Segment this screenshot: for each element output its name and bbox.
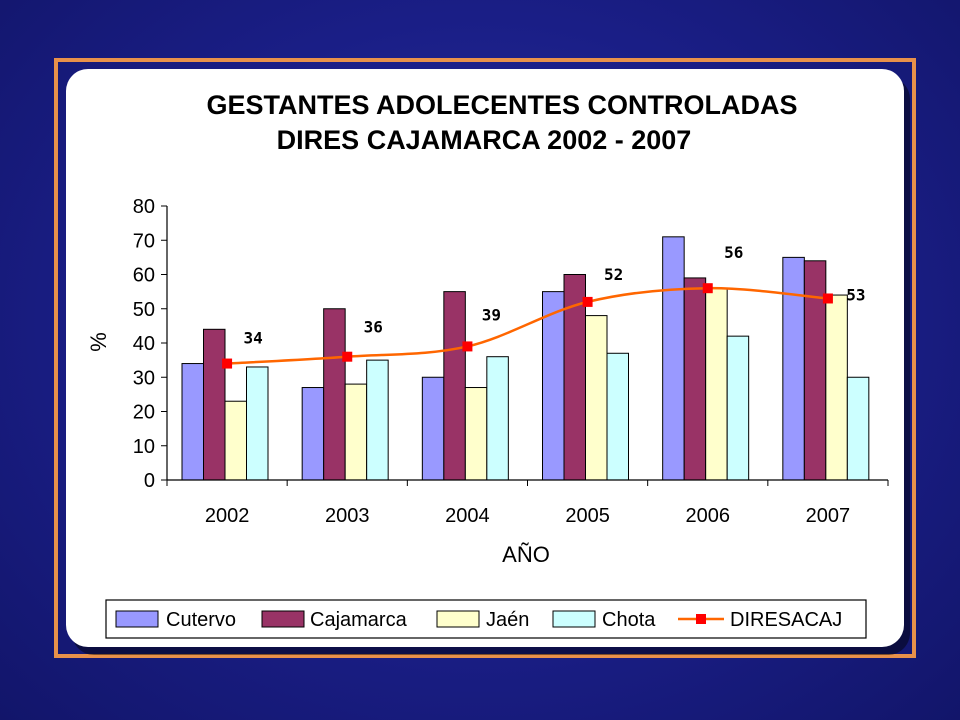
bar-chota-2006 bbox=[726, 335, 750, 481]
bar-cutervo-2003 bbox=[301, 387, 325, 481]
line-layer: 34 36 39 52 56 53 bbox=[222, 243, 866, 369]
legend-label-jan: Jaén bbox=[486, 609, 529, 631]
bar-cutervo-2005 bbox=[542, 291, 565, 481]
bar-jan-2002 bbox=[224, 400, 247, 481]
y-tick-label: 0 bbox=[144, 470, 155, 492]
x-tick-label: 2003 bbox=[325, 505, 370, 527]
bars-layer bbox=[181, 236, 870, 481]
bar-jan-2007 bbox=[825, 294, 848, 481]
x-tick-label: 2006 bbox=[686, 505, 731, 527]
x-axis-label: AÑO bbox=[502, 542, 550, 567]
y-tick-label: 50 bbox=[133, 299, 155, 321]
line-diresacaj bbox=[227, 286, 829, 365]
y-tick-label: 70 bbox=[133, 230, 155, 252]
x-tick-label: 2002 bbox=[205, 505, 250, 527]
slide-frame bbox=[54, 58, 916, 658]
legend-swatch-jan bbox=[436, 610, 480, 628]
legend-label-cutervo: Cutervo bbox=[166, 609, 236, 631]
bar-jan-2006 bbox=[705, 287, 728, 481]
bar-cutervo-2004 bbox=[421, 376, 445, 481]
legend-label-chota: Chota bbox=[602, 609, 656, 631]
y-tick-label: 30 bbox=[133, 367, 155, 389]
x-tick-label: 2004 bbox=[445, 505, 490, 527]
y-tick-label: 20 bbox=[133, 402, 155, 424]
chart-title-line-1: GESTANTES ADOLECENTES CONTROLADAS bbox=[206, 90, 797, 120]
marker-diresacaj-2003 bbox=[342, 351, 353, 362]
marker-diresacaj-2007 bbox=[822, 293, 833, 304]
marker-diresacaj-2004 bbox=[462, 341, 473, 352]
bar-chota-2007 bbox=[846, 376, 870, 481]
data-label: 53 bbox=[846, 285, 865, 304]
bar-cajamarca-2004 bbox=[443, 291, 466, 481]
y-tick-label: 10 bbox=[133, 436, 155, 458]
bar-chota-2003 bbox=[366, 359, 389, 481]
axes-layer: 0 10 20 30 40 50 60 70 80 2002 2003 2004 2005 2006 200… bbox=[133, 196, 889, 527]
bar-chota-2004 bbox=[486, 356, 509, 481]
bar-cajamarca-2002 bbox=[203, 328, 226, 481]
y-tick-label: 40 bbox=[133, 333, 155, 355]
data-label: 39 bbox=[482, 305, 501, 324]
marker-diresacaj-2005 bbox=[582, 296, 593, 307]
bar-jan-2003 bbox=[344, 383, 368, 481]
legend-swatch-cajamarca bbox=[261, 610, 305, 628]
bar-chota-2005 bbox=[606, 352, 629, 481]
x-tick-label: 2005 bbox=[565, 505, 610, 527]
y-tick-label: 60 bbox=[133, 265, 155, 287]
marker-diresacaj-2006 bbox=[702, 283, 713, 294]
legend-label-diresacaj: DIRESACAJ bbox=[730, 609, 842, 631]
legend-swatch-cutervo bbox=[115, 610, 159, 628]
x-tick-label: 2007 bbox=[806, 505, 851, 527]
data-label: 34 bbox=[243, 329, 262, 348]
bar-cutervo-2007 bbox=[782, 256, 805, 481]
chart-title-line-2: DIRES CAJAMARCA 2002 - 2007 bbox=[277, 125, 692, 155]
marker-diresacaj-2002 bbox=[222, 358, 233, 369]
bar-cutervo-2002 bbox=[181, 363, 204, 481]
data-label: 36 bbox=[364, 318, 383, 337]
data-label: 52 bbox=[604, 265, 623, 284]
legend-label-cajamarca: Cajamarca bbox=[310, 609, 408, 631]
legend: Cutervo Cajamarca Jaén Chota DIRESACAJ bbox=[105, 599, 867, 639]
legend-box bbox=[105, 599, 867, 639]
bar-cajamarca-2003 bbox=[323, 308, 346, 481]
bar-jan-2004 bbox=[464, 387, 488, 481]
bar-cutervo-2006 bbox=[662, 236, 685, 481]
bar-jan-2005 bbox=[585, 315, 608, 481]
data-label: 56 bbox=[724, 243, 743, 262]
bar-cajamarca-2006 bbox=[683, 277, 707, 481]
legend-marker-diresacaj bbox=[696, 614, 706, 624]
y-tick-label: 80 bbox=[133, 196, 155, 218]
y-axis-label: % bbox=[86, 332, 111, 352]
bar-chota-2002 bbox=[246, 366, 269, 481]
legend-swatch-chota bbox=[552, 610, 596, 628]
bar-cajamarca-2007 bbox=[803, 260, 827, 481]
